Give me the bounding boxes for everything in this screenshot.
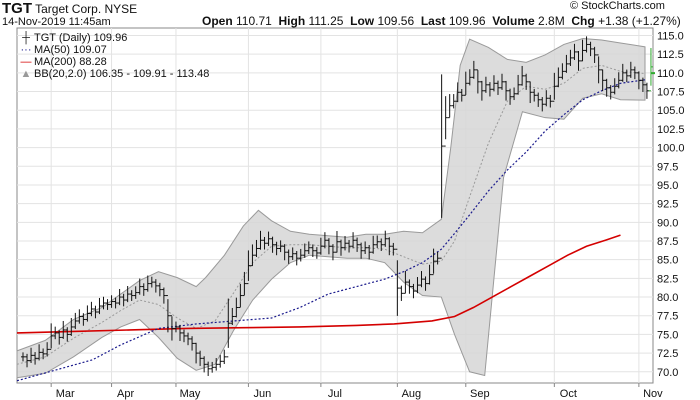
symbol-label: TGT — [2, 0, 32, 17]
y-tick-label: 90.0 — [657, 217, 678, 229]
chart-title: TGT Target Corp. NYSE — [2, 0, 137, 17]
quote-summary: Open 110.71 High 111.25 Low 109.56 Last … — [202, 14, 681, 28]
legend-label-price: TGT (Daily) 109.96 — [34, 32, 128, 44]
x-tick-label: Oct — [560, 388, 577, 400]
x-tick-label: May — [180, 388, 201, 400]
x-tick-label: Jul — [328, 388, 342, 400]
y-tick-label: 92.5 — [657, 199, 678, 211]
ma200-line — [16, 234, 621, 334]
y-tick-label: 95.0 — [657, 180, 678, 192]
y-tick-label: 87.5 — [657, 236, 678, 248]
legend-item-ma200: — MA(200) 88.28 — [20, 56, 107, 68]
y-tick-label: 85.0 — [657, 255, 678, 267]
brand-label: © StockCharts.com — [570, 0, 665, 12]
y-tick-label: 107.5 — [657, 87, 685, 99]
low-value: 109.56 — [377, 14, 415, 28]
x-tick-label: Mar — [56, 388, 75, 400]
legend-label-ma200: MA(200) 88.28 — [34, 56, 107, 68]
y-tick-label: 115.0 — [657, 30, 684, 42]
low-label: Low — [350, 14, 375, 28]
open-value: 110.71 — [236, 14, 272, 28]
y-tick-label: 105.0 — [657, 105, 685, 117]
y-tick-label: 70.0 — [657, 367, 678, 379]
y-tick-label: 80.0 — [657, 292, 678, 304]
last-label: Last — [420, 14, 446, 28]
x-tick-label: Apr — [117, 388, 134, 400]
high-label: High — [278, 14, 306, 28]
chg-label: Chg — [571, 14, 595, 28]
y-tick-label: 112.5 — [657, 49, 684, 61]
ma50-line — [16, 79, 646, 382]
legend-item-ma50: ··· MA(50) 109.07 — [20, 44, 107, 56]
last-value: 109.96 — [448, 14, 486, 28]
y-tick-label: 72.5 — [657, 348, 678, 360]
legend-label-bb: BB(20,2.0) 106.35 - 109.91 - 113.48 — [34, 68, 210, 80]
x-tick-label: Aug — [402, 388, 422, 400]
ma50-icon: ··· — [20, 44, 32, 56]
y-tick-label: 82.5 — [657, 273, 678, 285]
volume-label: Volume — [492, 14, 535, 28]
datetime-label: 14-Nov-2019 11:45am — [2, 16, 111, 28]
ma200-icon: — — [20, 56, 32, 68]
company-label: Target Corp. — [35, 2, 102, 16]
y-tick-label: 77.5 — [657, 311, 678, 323]
chg-value: +1.38 (+1.27%) — [598, 14, 681, 28]
exchange-label: NYSE — [104, 2, 138, 16]
y-tick-label: 97.5 — [657, 161, 678, 173]
y-tick-label: 110.0 — [657, 68, 684, 80]
bb-middle-line — [16, 64, 646, 365]
legend-label-ma50: MA(50) 109.07 — [34, 44, 107, 56]
open-label: Open — [202, 14, 233, 28]
x-tick-label: Sep — [470, 388, 490, 400]
volume-value: 2.8M — [538, 14, 565, 28]
legend-item-price: ┼ TGT (Daily) 109.96 — [20, 32, 127, 44]
legend-item-bb: ▲ BB(20,2.0) 106.35 - 109.91 - 113.48 — [20, 68, 210, 80]
tgt-ohlc-icon: ┼ — [22, 32, 30, 44]
x-tick-label: Nov — [643, 388, 663, 400]
high-value: 111.25 — [308, 14, 344, 28]
bb-icon: ▲ — [20, 68, 32, 80]
y-tick-label: 100.0 — [657, 143, 685, 155]
y-tick-label: 102.5 — [657, 124, 685, 136]
y-tick-label: 75.0 — [657, 329, 678, 341]
x-tick-label: Jun — [254, 388, 272, 400]
